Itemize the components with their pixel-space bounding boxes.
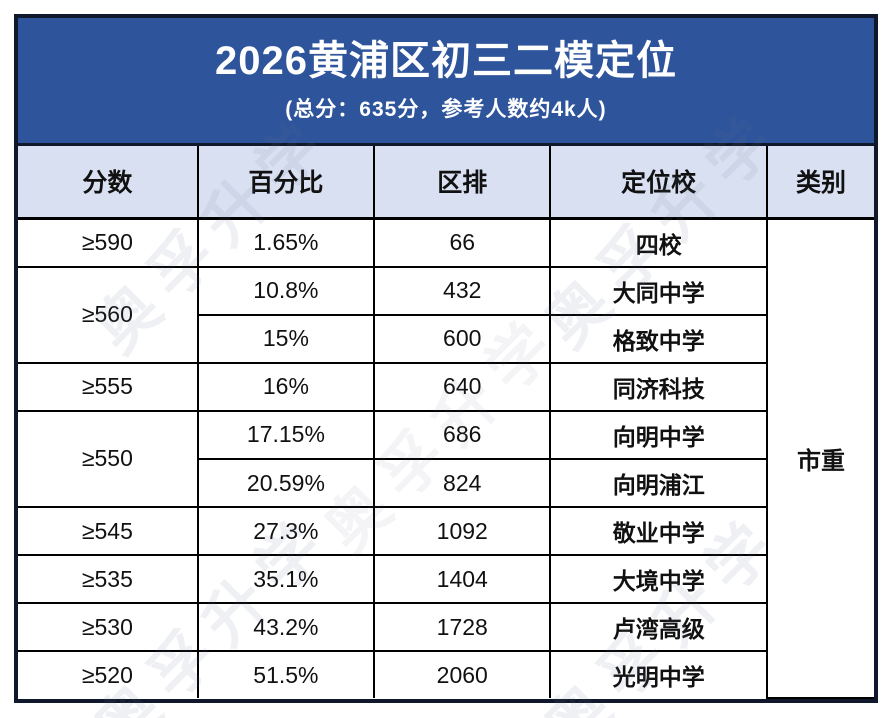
rank-cell: 1404 xyxy=(373,554,552,605)
positioning-table: 分数 百分比 区排 定位校 类别 ≥590 1.65% 66 四校 市重 ≥560 10.8… xyxy=(18,146,874,699)
table-row: ≥590 1.65% 66 四校 市重 xyxy=(18,217,874,699)
percent-cell: 17.15% xyxy=(196,409,376,460)
school-cell: 四校 xyxy=(549,217,768,268)
percent-cell: 43.2% xyxy=(196,602,376,653)
school-cell: 光明中学 xyxy=(549,650,767,698)
table-row: 15% 600 格致中学 xyxy=(18,313,874,364)
percent-cell: 10.8% xyxy=(196,265,376,316)
page-subtitle: (总分：635分，参考人数约4k人) xyxy=(285,97,607,121)
score-cell: ≥535 xyxy=(18,554,199,605)
table-header: 分数 百分比 区排 定位校 类别 xyxy=(18,146,874,220)
score-cell: ≥590 xyxy=(18,217,199,268)
table-row: ≥535 35.1% 1404 大境中学 xyxy=(18,554,874,605)
percent-cell: 20.59% xyxy=(197,457,376,509)
header-rank: 区排 xyxy=(373,146,552,220)
school-cell: 同济科技 xyxy=(549,361,767,412)
school-cell: 向明中学 xyxy=(549,409,767,460)
rank-cell: 2060 xyxy=(373,650,552,698)
rank-cell: 1728 xyxy=(373,602,552,653)
header-school: 定位校 xyxy=(549,146,768,220)
table-row: ≥520 51.5% 2060 光明中学 xyxy=(18,650,874,698)
table-row: ≥550 17.15% 686 向明中学 xyxy=(18,409,874,509)
rank-cell: 686 xyxy=(373,409,552,460)
table-body: ≥590 1.65% 66 四校 市重 ≥560 10.8% 432 大同中学 15% 600 格致中… xyxy=(18,217,874,699)
rank-cell: 640 xyxy=(373,361,552,412)
score-cell: ≥530 xyxy=(18,602,199,653)
percent-cell: 27.3% xyxy=(196,506,376,557)
percent-cell: 51.5% xyxy=(196,650,376,698)
school-cell: 格致中学 xyxy=(549,313,767,364)
header-percent: 百分比 xyxy=(196,146,376,220)
table-row: ≥545 27.3% 1092 敬业中学 xyxy=(18,506,874,557)
score-cell: ≥545 xyxy=(18,506,199,557)
school-cell: 敬业中学 xyxy=(549,506,767,557)
percent-cell: 15% xyxy=(197,313,376,364)
table-row: 20.59% 824 向明浦江 xyxy=(18,457,874,509)
percent-cell: 16% xyxy=(196,361,376,412)
school-cell: 向明浦江 xyxy=(549,457,767,509)
rank-cell: 66 xyxy=(373,217,552,268)
rank-cell: 1092 xyxy=(373,506,552,557)
page-title: 2026黄浦区初三二模定位 xyxy=(215,38,677,83)
score-cell: ≥550 xyxy=(18,409,199,509)
school-cell: 大境中学 xyxy=(549,554,767,605)
school-cell: 卢湾高级 xyxy=(549,602,767,653)
header-row: 分数 百分比 区排 定位校 类别 xyxy=(18,146,874,220)
category-cell: 市重 xyxy=(765,217,874,699)
table-row: ≥530 43.2% 1728 卢湾高级 xyxy=(18,602,874,653)
header-score: 分数 xyxy=(18,146,199,220)
score-cell: ≥560 xyxy=(18,265,199,364)
table-row: ≥555 16% 640 同济科技 xyxy=(18,361,874,412)
table-row: ≥560 10.8% 432 大同中学 xyxy=(18,265,874,364)
score-cell: ≥520 xyxy=(18,650,199,698)
percent-cell: 35.1% xyxy=(196,554,376,605)
score-cell: ≥555 xyxy=(18,361,199,412)
title-bar: 2026黄浦区初三二模定位 (总分：635分，参考人数约4k人) xyxy=(18,18,874,146)
rank-cell: 432 xyxy=(373,265,552,316)
percent-cell: 1.65% xyxy=(196,217,376,268)
rank-cell: 600 xyxy=(373,313,552,364)
table-frame: 2026黄浦区初三二模定位 (总分：635分，参考人数约4k人) 分数 百分比 … xyxy=(14,14,878,703)
header-category: 类别 xyxy=(765,146,874,220)
rank-cell: 824 xyxy=(373,457,552,509)
school-cell: 大同中学 xyxy=(549,265,767,316)
